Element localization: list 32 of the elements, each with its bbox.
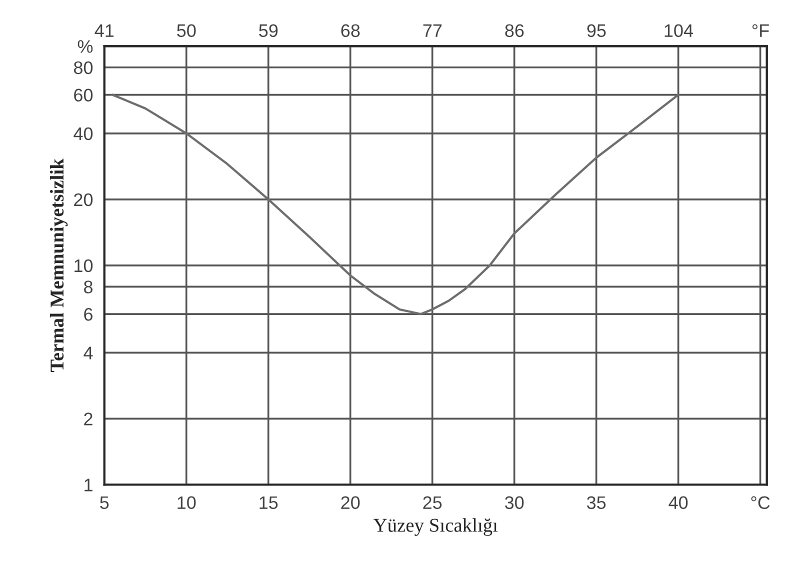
x2-tick-label: 41 [94,24,114,37]
y-tick-label: 6 [84,308,92,321]
y-tick-label: % [78,40,93,53]
x-tick-label: 5 [100,496,109,510]
y-tick-label: 10 [74,259,93,272]
x2-tick-label: 86 [505,24,524,38]
x2-tick-label: 77 [423,24,442,37]
x2-tick-label: 95 [587,24,606,38]
x-tick-label: 15 [260,496,278,510]
x2-tick-label: °F [752,24,769,37]
x2-tick-label: 50 [177,24,196,38]
y-tick-label: 8 [84,280,92,294]
x2-tick-label: 59 [259,24,278,38]
x2-tick-label: 68 [341,24,360,38]
x-axis-title: Yüzey Sıcaklığı [373,518,498,536]
x-tick-label: 30 [504,496,524,510]
x2-tick-label: 104 [664,24,694,38]
y-tick-label: 60 [74,88,93,102]
x-tick-label: 25 [423,496,442,510]
x-tick-label: 40 [668,496,688,510]
x-tick-label: 35 [586,496,606,510]
x-tick-label: 10 [178,496,196,510]
x-tick-label: 20 [341,496,360,510]
y-tick-label: 2 [84,412,92,426]
x-tick-label: °C [751,496,770,510]
y-tick-label: 1 [84,478,92,492]
y-tick-label: 4 [84,346,93,360]
y-tick-label: 40 [74,127,93,140]
y-axis-title: Termal Memnuniyetsizlik [50,158,68,372]
y-tick-label: 80 [74,61,93,74]
y-tick-label: 20 [74,193,93,206]
line-series [111,94,680,316]
